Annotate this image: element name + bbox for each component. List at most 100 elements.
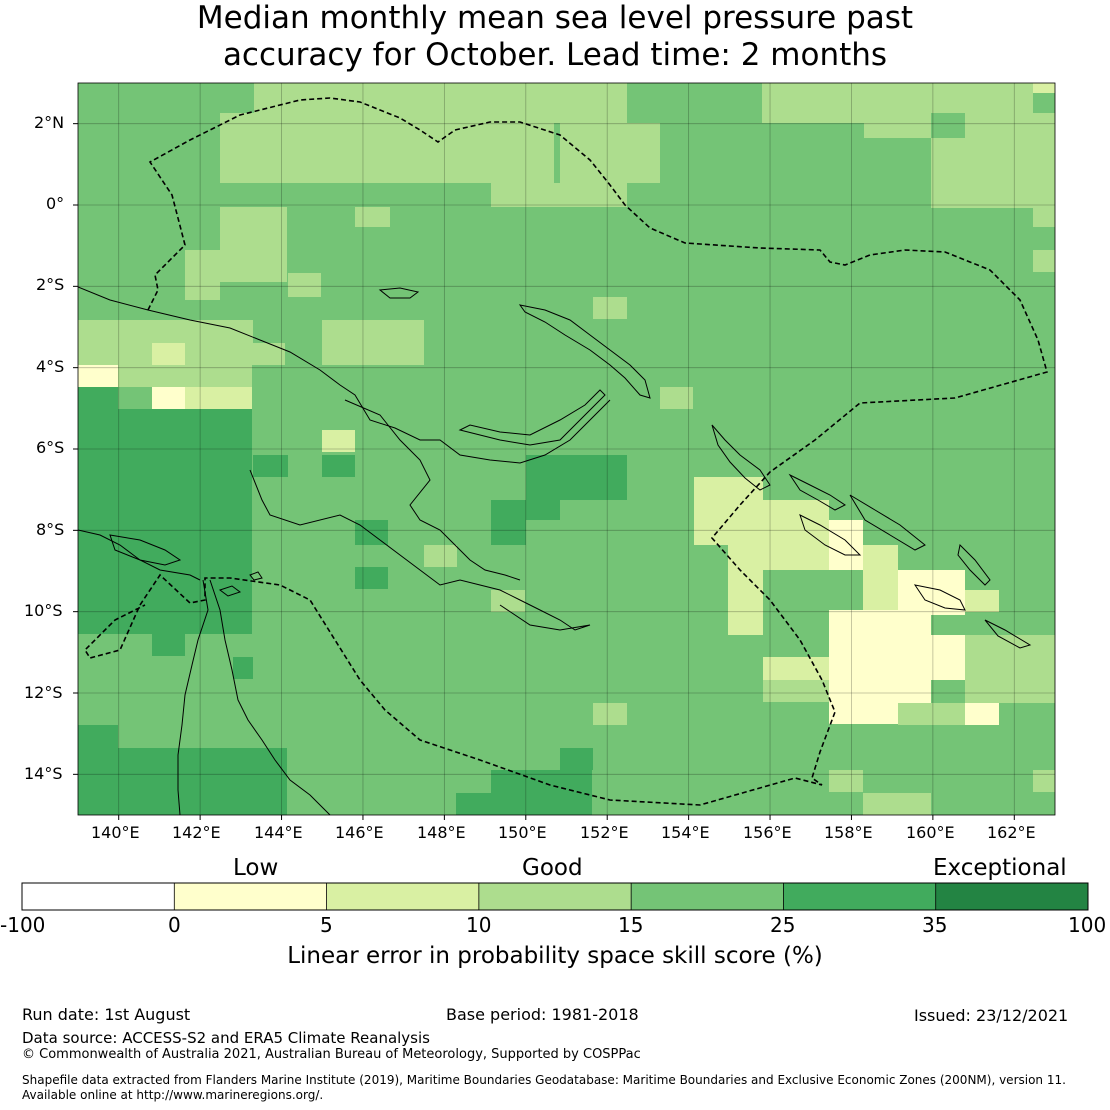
skill-cell xyxy=(965,590,999,612)
lat-label-12s: 12°S xyxy=(24,683,63,702)
skill-cell xyxy=(1033,770,1055,792)
boundary-10: 10 xyxy=(466,913,492,937)
colorbar-swatch xyxy=(478,883,632,910)
lon-label-158e: 158°E xyxy=(824,823,873,842)
skill-cell xyxy=(152,343,185,365)
run-date: Run date: 1st August xyxy=(22,1005,191,1024)
eez-boundaries xyxy=(83,97,1048,806)
skill-cell xyxy=(965,635,1055,703)
skill-cell xyxy=(560,123,660,183)
solomon-malaita xyxy=(957,543,991,586)
new-ireland xyxy=(518,304,651,399)
lat-label-10s: 10°S xyxy=(24,601,63,620)
map-area xyxy=(78,83,1055,815)
skill-cell xyxy=(763,500,829,570)
skill-cell xyxy=(1033,250,1055,272)
boundary-5: 5 xyxy=(320,913,333,937)
data-source: Data source: ACCESS-S2 and ERA5 Climate … xyxy=(22,1029,430,1047)
category-exceptional: Exceptional xyxy=(933,855,1067,881)
skill-cell xyxy=(829,770,863,792)
skill-cell xyxy=(560,83,627,123)
category-low: Low xyxy=(233,855,279,881)
lon-label-156e: 156°E xyxy=(743,823,792,842)
skill-cell xyxy=(288,770,322,792)
skill-cell xyxy=(322,320,424,365)
skill-cell xyxy=(491,770,592,815)
skill-cell xyxy=(78,725,118,815)
skill-cell xyxy=(118,748,287,815)
skill-cell xyxy=(931,635,965,680)
skill-cell xyxy=(863,545,898,610)
lon-label-160e: 160°E xyxy=(906,823,955,842)
skill-cell xyxy=(593,703,627,725)
solomon-guadalcanal xyxy=(913,584,966,611)
skill-cell xyxy=(322,430,355,452)
skill-cell xyxy=(898,570,965,615)
skill-cell xyxy=(355,567,388,589)
solomon-choiseul xyxy=(788,473,846,511)
skill-cell xyxy=(456,793,491,815)
skill-grid-cells xyxy=(78,83,1055,815)
boundary-minus-100: -100 xyxy=(0,913,46,937)
skill-cell xyxy=(220,207,287,282)
skill-cell xyxy=(118,409,252,634)
skill-cell xyxy=(118,387,152,409)
lon-label-154e: 154°E xyxy=(661,823,710,842)
skill-cell xyxy=(288,273,321,297)
lon-label-152e: 152°E xyxy=(580,823,629,842)
lat-label-4s: 4°S xyxy=(36,357,65,376)
lon-label-148e: 148°E xyxy=(417,823,466,842)
boundary-25: 25 xyxy=(770,913,796,937)
solomon-makira xyxy=(984,619,1032,649)
colorbar-swatch xyxy=(935,883,1088,910)
copyright: © Commonwealth of Australia 2021, Austra… xyxy=(22,1047,641,1062)
skill-cell xyxy=(424,183,491,207)
lon-label-140e: 140°E xyxy=(91,823,140,842)
colorbar-frame xyxy=(21,882,1089,911)
skill-cell xyxy=(233,657,253,679)
lon-label-162e: 162°E xyxy=(987,823,1036,842)
skill-cell xyxy=(965,113,1055,138)
lat-label-2n: 2°N xyxy=(34,113,65,132)
skill-cell xyxy=(355,207,390,227)
axis-ticks xyxy=(73,123,1015,820)
coastlines xyxy=(78,286,1032,815)
skill-cell xyxy=(863,793,931,815)
colorbar-swatch xyxy=(22,883,175,910)
skill-cell xyxy=(185,250,220,300)
solomon-isabel xyxy=(849,494,926,551)
colorbar xyxy=(22,883,1088,910)
colorbar-swatch xyxy=(326,883,479,910)
manus-island xyxy=(378,287,420,299)
map-title-line-2: accuracy for October. Lead time: 2 month… xyxy=(222,37,888,73)
colorbar-swatch xyxy=(174,883,327,910)
skill-cell xyxy=(253,343,285,365)
skill-cell xyxy=(491,183,627,207)
skill-cell xyxy=(118,365,252,387)
lat-label-14s: 14°S xyxy=(24,764,63,783)
skill-cell xyxy=(152,387,185,409)
skill-cell xyxy=(491,500,526,545)
bougainville xyxy=(711,424,771,491)
lat-label-0: 0° xyxy=(46,194,65,213)
skill-cell xyxy=(120,83,254,113)
map-title-line-1: Median monthly mean sea level pressure p… xyxy=(196,0,914,36)
skill-cell xyxy=(322,455,355,477)
skill-cell xyxy=(78,83,120,113)
lat-label-6s: 6°S xyxy=(36,438,65,457)
solomon-new-georgia xyxy=(799,514,862,556)
cape-york-west-coast xyxy=(177,579,209,815)
skill-cell xyxy=(660,123,863,183)
skill-cell xyxy=(253,455,288,477)
lon-label-144e: 144°E xyxy=(254,823,303,842)
skill-cell xyxy=(152,634,185,656)
skill-cell xyxy=(593,297,627,319)
png-eez-boundary xyxy=(83,97,1048,806)
new-guinea-north-coast xyxy=(78,286,611,464)
skill-cell xyxy=(898,703,965,725)
skill-cell xyxy=(965,703,999,725)
skill-cell xyxy=(864,113,931,138)
skill-cell xyxy=(491,590,525,612)
skill-cell xyxy=(526,455,560,520)
skill-cell xyxy=(424,545,457,567)
